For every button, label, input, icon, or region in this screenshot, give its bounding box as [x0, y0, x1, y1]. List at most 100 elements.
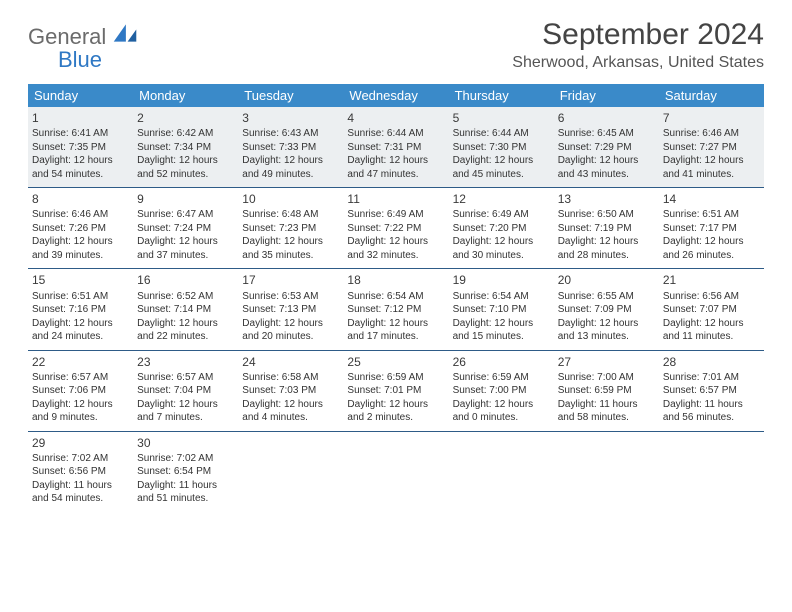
sunset-line: Sunset: 7:07 PM: [663, 303, 760, 317]
day-number: 26: [453, 354, 550, 370]
sunrise-line: Sunrise: 6:55 AM: [558, 290, 655, 304]
sunrise-line: Sunrise: 6:54 AM: [347, 290, 444, 304]
sunset-line: Sunset: 7:35 PM: [32, 141, 129, 155]
sunset-line: Sunset: 7:33 PM: [242, 141, 339, 155]
day-number: 25: [347, 354, 444, 370]
daylight-line: Daylight: 12 hours and 43 minutes.: [558, 154, 655, 181]
calendar-cell: 12Sunrise: 6:49 AMSunset: 7:20 PMDayligh…: [449, 188, 554, 268]
sunset-line: Sunset: 7:09 PM: [558, 303, 655, 317]
day-number: 4: [347, 110, 444, 126]
day-number: 5: [453, 110, 550, 126]
daylight-line: Daylight: 11 hours and 58 minutes.: [558, 398, 655, 425]
calendar-week: 1Sunrise: 6:41 AMSunset: 7:35 PMDaylight…: [28, 107, 764, 188]
sunset-line: Sunset: 7:31 PM: [347, 141, 444, 155]
sunset-line: Sunset: 7:13 PM: [242, 303, 339, 317]
daylight-line: Daylight: 12 hours and 11 minutes.: [663, 317, 760, 344]
sunrise-line: Sunrise: 6:44 AM: [453, 127, 550, 141]
sunset-line: Sunset: 7:20 PM: [453, 222, 550, 236]
daylight-line: Daylight: 12 hours and 13 minutes.: [558, 317, 655, 344]
calendar-cell: 17Sunrise: 6:53 AMSunset: 7:13 PMDayligh…: [238, 269, 343, 349]
daylight-line: Daylight: 12 hours and 2 minutes.: [347, 398, 444, 425]
calendar-cell: 7Sunrise: 6:46 AMSunset: 7:27 PMDaylight…: [659, 107, 764, 187]
weekday-label: Thursday: [449, 84, 554, 107]
daylight-line: Daylight: 12 hours and 24 minutes.: [32, 317, 129, 344]
sunrise-line: Sunrise: 6:46 AM: [663, 127, 760, 141]
sunset-line: Sunset: 7:10 PM: [453, 303, 550, 317]
weekday-label: Tuesday: [238, 84, 343, 107]
calendar-cell-empty: [238, 432, 343, 512]
sunrise-line: Sunrise: 6:53 AM: [242, 290, 339, 304]
daylight-line: Daylight: 12 hours and 45 minutes.: [453, 154, 550, 181]
sunset-line: Sunset: 7:14 PM: [137, 303, 234, 317]
day-number: 12: [453, 191, 550, 207]
calendar-cell: 8Sunrise: 6:46 AMSunset: 7:26 PMDaylight…: [28, 188, 133, 268]
calendar-cell: 21 Sunrise: 6:56 AMSunset: 7:07 PMDayligh…: [659, 269, 764, 349]
title-block: September 2024 Sherwood, Arkansas, Unite…: [512, 18, 764, 72]
day-number: 21: [663, 272, 760, 288]
daylight-line: Daylight: 12 hours and 54 minutes.: [32, 154, 129, 181]
sunset-line: Sunset: 7:12 PM: [347, 303, 444, 317]
day-number: 15: [32, 272, 129, 288]
sunset-line: Sunset: 7:23 PM: [242, 222, 339, 236]
weekday-label: Sunday: [28, 84, 133, 107]
sunset-line: Sunset: 7:06 PM: [32, 384, 129, 398]
day-number: 2: [137, 110, 234, 126]
daylight-line: Daylight: 12 hours and 32 minutes.: [347, 235, 444, 262]
logo-word-general: General: [28, 24, 106, 49]
calendar-cell-empty: [343, 432, 448, 512]
sunrise-line: Sunrise: 6:54 AM: [453, 290, 550, 304]
sunrise-line: Sunrise: 6:48 AM: [242, 208, 339, 222]
calendar-cell: 26Sunrise: 6:59 AMSunset: 7:00 PMDayligh…: [449, 351, 554, 431]
calendar-cell: 6Sunrise: 6:45 AMSunset: 7:29 PMDaylight…: [554, 107, 659, 187]
day-number: 11: [347, 191, 444, 207]
location: Sherwood, Arkansas, United States: [512, 54, 764, 72]
day-number: 7: [663, 110, 760, 126]
sunset-line: Sunset: 7:04 PM: [137, 384, 234, 398]
weekday-label: Saturday: [659, 84, 764, 107]
calendar-page: General Blue September 2024 Sherwood, Ar…: [0, 0, 792, 530]
logo-word-blue: Blue: [58, 47, 102, 72]
calendar-cell-empty: [554, 432, 659, 512]
calendar-weeks: 1Sunrise: 6:41 AMSunset: 7:35 PMDaylight…: [28, 107, 764, 512]
sunrise-line: Sunrise: 6:46 AM: [32, 208, 129, 222]
sunrise-line: Sunrise: 6:45 AM: [558, 127, 655, 141]
sunrise-line: Sunrise: 6:51 AM: [32, 290, 129, 304]
day-number: 27: [558, 354, 655, 370]
daylight-line: Daylight: 12 hours and 37 minutes.: [137, 235, 234, 262]
daylight-line: Daylight: 12 hours and 4 minutes.: [242, 398, 339, 425]
calendar-cell: 18Sunrise: 6:54 AMSunset: 7:12 PMDayligh…: [343, 269, 448, 349]
weekday-header: SundayMondayTuesdayWednesdayThursdayFrid…: [28, 84, 764, 107]
calendar-cell: 25Sunrise: 6:59 AMSunset: 7:01 PMDayligh…: [343, 351, 448, 431]
daylight-line: Daylight: 11 hours and 51 minutes.: [137, 479, 234, 506]
daylight-line: Daylight: 12 hours and 28 minutes.: [558, 235, 655, 262]
sunrise-line: Sunrise: 6:52 AM: [137, 290, 234, 304]
daylight-line: Daylight: 11 hours and 54 minutes.: [32, 479, 129, 506]
sunset-line: Sunset: 6:57 PM: [663, 384, 760, 398]
day-number: 29: [32, 435, 129, 451]
logo: General Blue: [28, 22, 138, 71]
sunset-line: Sunset: 7:27 PM: [663, 141, 760, 155]
sunset-line: Sunset: 7:17 PM: [663, 222, 760, 236]
sunrise-line: Sunrise: 6:50 AM: [558, 208, 655, 222]
calendar-cell: 3Sunrise: 6:43 AMSunset: 7:33 PMDaylight…: [238, 107, 343, 187]
sunset-line: Sunset: 7:24 PM: [137, 222, 234, 236]
sunrise-line: Sunrise: 6:59 AM: [453, 371, 550, 385]
sunrise-line: Sunrise: 6:56 AM: [663, 290, 760, 304]
calendar-cell: 16Sunrise: 6:52 AMSunset: 7:14 PMDayligh…: [133, 269, 238, 349]
calendar-cell: 22Sunrise: 6:57 AMSunset: 7:06 PMDayligh…: [28, 351, 133, 431]
sunrise-line: Sunrise: 6:44 AM: [347, 127, 444, 141]
calendar-cell: 14Sunrise: 6:51 AMSunset: 7:17 PMDayligh…: [659, 188, 764, 268]
day-number: 19: [453, 272, 550, 288]
calendar-week: 8Sunrise: 6:46 AMSunset: 7:26 PMDaylight…: [28, 188, 764, 269]
calendar-cell: 23Sunrise: 6:57 AMSunset: 7:04 PMDayligh…: [133, 351, 238, 431]
sunset-line: Sunset: 7:22 PM: [347, 222, 444, 236]
daylight-line: Daylight: 12 hours and 52 minutes.: [137, 154, 234, 181]
sunset-line: Sunset: 7:30 PM: [453, 141, 550, 155]
sunrise-line: Sunrise: 6:49 AM: [453, 208, 550, 222]
calendar-week: 29Sunrise: 7:02 AMSunset: 6:56 PMDayligh…: [28, 432, 764, 512]
day-number: 9: [137, 191, 234, 207]
sunrise-line: Sunrise: 7:00 AM: [558, 371, 655, 385]
sunset-line: Sunset: 7:26 PM: [32, 222, 129, 236]
sunrise-line: Sunrise: 6:49 AM: [347, 208, 444, 222]
calendar-cell: 1Sunrise: 6:41 AMSunset: 7:35 PMDaylight…: [28, 107, 133, 187]
